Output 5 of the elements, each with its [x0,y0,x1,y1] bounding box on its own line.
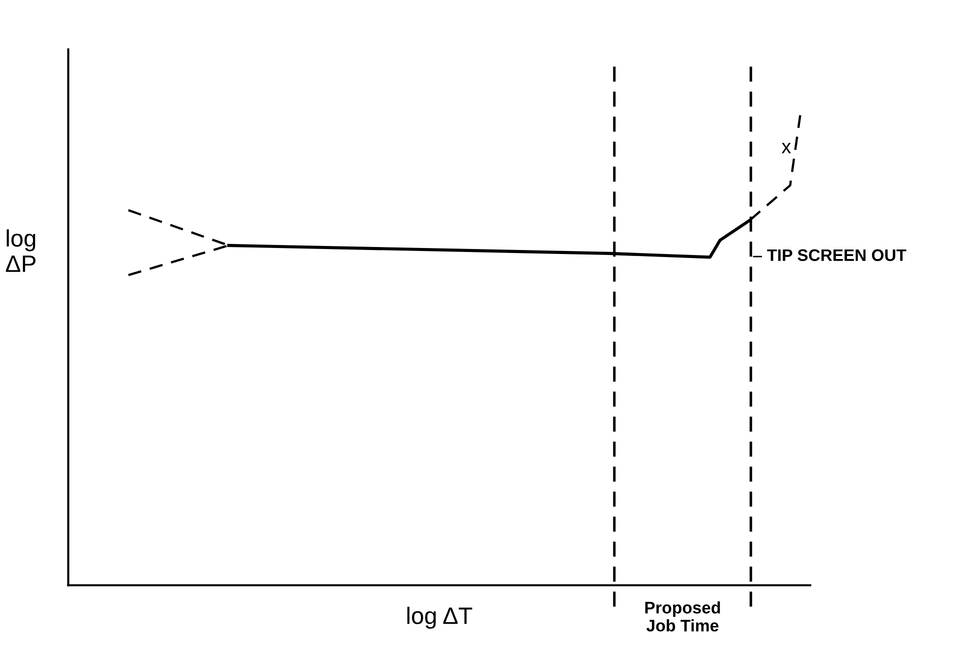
annotation: TIP SCREEN OUT [767,249,906,262]
text: Proposed Job Time [645,601,720,632]
y-axis-title: log ΔP [6,229,36,272]
annotation: x [782,142,791,154]
x-axis-title: log ΔT [407,606,472,629]
